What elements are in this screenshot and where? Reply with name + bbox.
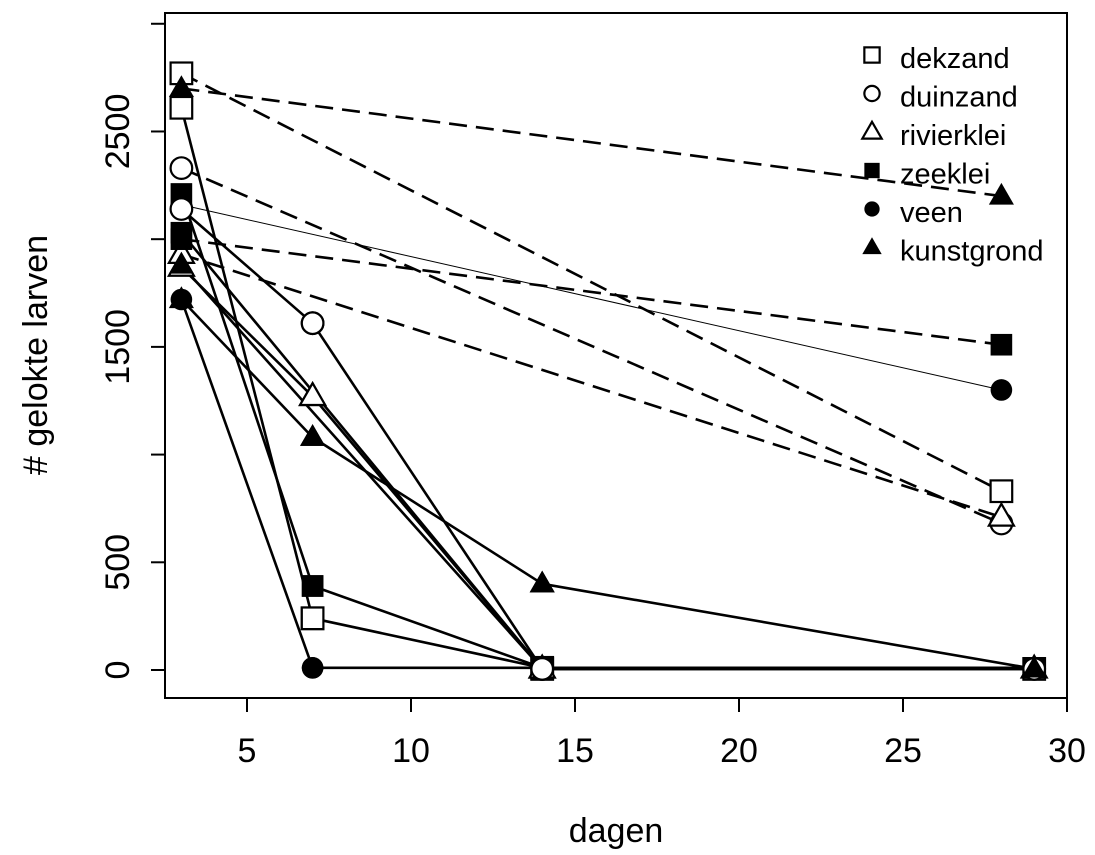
series-line	[312, 617, 543, 670]
data-point	[989, 479, 1014, 504]
legend-label: duinzand	[900, 82, 1018, 114]
series-line	[181, 204, 1002, 391]
x-tick-label: 20	[720, 732, 758, 770]
data-point	[301, 575, 324, 597]
series-line	[180, 72, 1002, 493]
data-point	[300, 606, 325, 631]
series-line	[180, 298, 314, 439]
series-lines	[180, 72, 1035, 671]
data-point	[168, 75, 194, 97]
data-point	[301, 657, 324, 679]
series-line	[541, 582, 1035, 671]
data-point	[860, 119, 884, 140]
x-tick-label: 10	[392, 732, 430, 770]
data-point	[169, 95, 194, 120]
data-point	[170, 221, 193, 244]
legend-label: zeeklei	[900, 159, 990, 191]
data-point	[986, 501, 1016, 527]
plot-frame	[164, 12, 1068, 699]
series-line	[180, 264, 544, 670]
y-tick-label: 2500	[99, 94, 137, 170]
series-line	[181, 237, 1002, 346]
data-point	[990, 379, 1013, 401]
data-point	[169, 197, 194, 221]
y-tick-label: 500	[99, 534, 137, 591]
series-line	[181, 253, 1002, 519]
data-point	[529, 570, 555, 593]
y-tick-label: 1500	[99, 309, 137, 385]
legend-label: rivierklei	[900, 120, 1006, 152]
x-axis-label: dagen	[569, 812, 664, 850]
series-line	[311, 436, 543, 585]
series-line	[180, 231, 544, 670]
series-line	[180, 208, 314, 325]
data-point	[988, 182, 1014, 205]
data-point	[862, 237, 882, 255]
data-point	[1021, 655, 1047, 678]
data-point	[300, 311, 325, 336]
data-point	[864, 162, 880, 179]
series-line	[311, 322, 544, 670]
x-tick-label: 30	[1048, 732, 1086, 770]
data-point	[298, 381, 328, 407]
x-axis: 5 10 15 20 25 30	[238, 698, 1086, 770]
x-tick-label: 15	[556, 732, 594, 770]
series-line	[180, 166, 1002, 525]
data-points	[166, 61, 1049, 681]
y-tick-label: 0	[99, 661, 137, 680]
x-tick-label: 25	[884, 732, 922, 770]
y-axis-label: # gelokte larven	[17, 235, 55, 475]
series-line	[181, 87, 1002, 198]
data-point	[863, 46, 881, 64]
data-point	[169, 156, 194, 180]
data-point	[990, 333, 1013, 356]
data-point	[530, 657, 555, 681]
data-point	[864, 201, 880, 217]
y-axis: 0 500 1500 2500	[99, 22, 165, 680]
series-line	[180, 107, 314, 619]
legend-label: kunstgrond	[900, 236, 1044, 268]
data-point	[168, 251, 194, 274]
x-tick-label: 5	[238, 732, 257, 770]
series-line	[312, 584, 543, 670]
legend: dekzand duinzand rivierklei zeeklei veen kuns…	[860, 43, 1044, 268]
data-point	[300, 424, 326, 446]
data-point	[863, 84, 881, 103]
legend-label: dekzand	[900, 43, 1010, 75]
legend-label: veen	[900, 197, 963, 229]
data-point	[170, 288, 193, 311]
series-line	[180, 299, 314, 669]
